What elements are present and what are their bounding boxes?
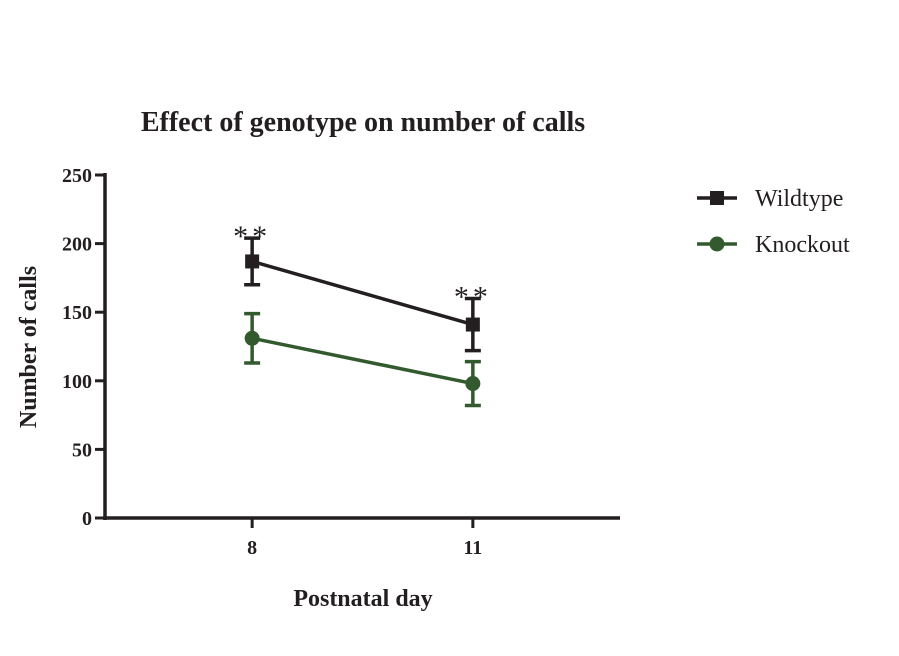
- y-tick-label: 100: [62, 371, 92, 393]
- series-line-knockout: [251, 336, 474, 386]
- data-point: [244, 330, 260, 346]
- data-point: [465, 376, 481, 392]
- data-point: [245, 254, 260, 269]
- y-tick-label: 250: [62, 165, 92, 187]
- legend-label: Wildtype: [755, 186, 843, 212]
- y-tick-label: 150: [62, 302, 92, 324]
- legend-square-marker: [710, 191, 724, 205]
- data-point: [465, 317, 480, 332]
- x-tick-label: 11: [463, 537, 482, 559]
- y-tick-label: 0: [82, 508, 92, 530]
- significance-annotation: **: [454, 280, 492, 313]
- significance-annotation: **: [233, 220, 271, 253]
- chart-title: Effect of genotype on number of calls: [141, 107, 585, 138]
- legend-label: Knockout: [755, 232, 850, 258]
- x-tick-label: 8: [247, 537, 257, 559]
- series-line-wildtype: [251, 259, 474, 327]
- y-axis-label: Number of calls: [16, 266, 42, 428]
- y-tick-label: 200: [62, 234, 92, 256]
- x-axis-label: Postnatal day: [293, 586, 432, 612]
- legend-circle-marker: [709, 236, 725, 252]
- y-tick-label: 50: [72, 439, 92, 461]
